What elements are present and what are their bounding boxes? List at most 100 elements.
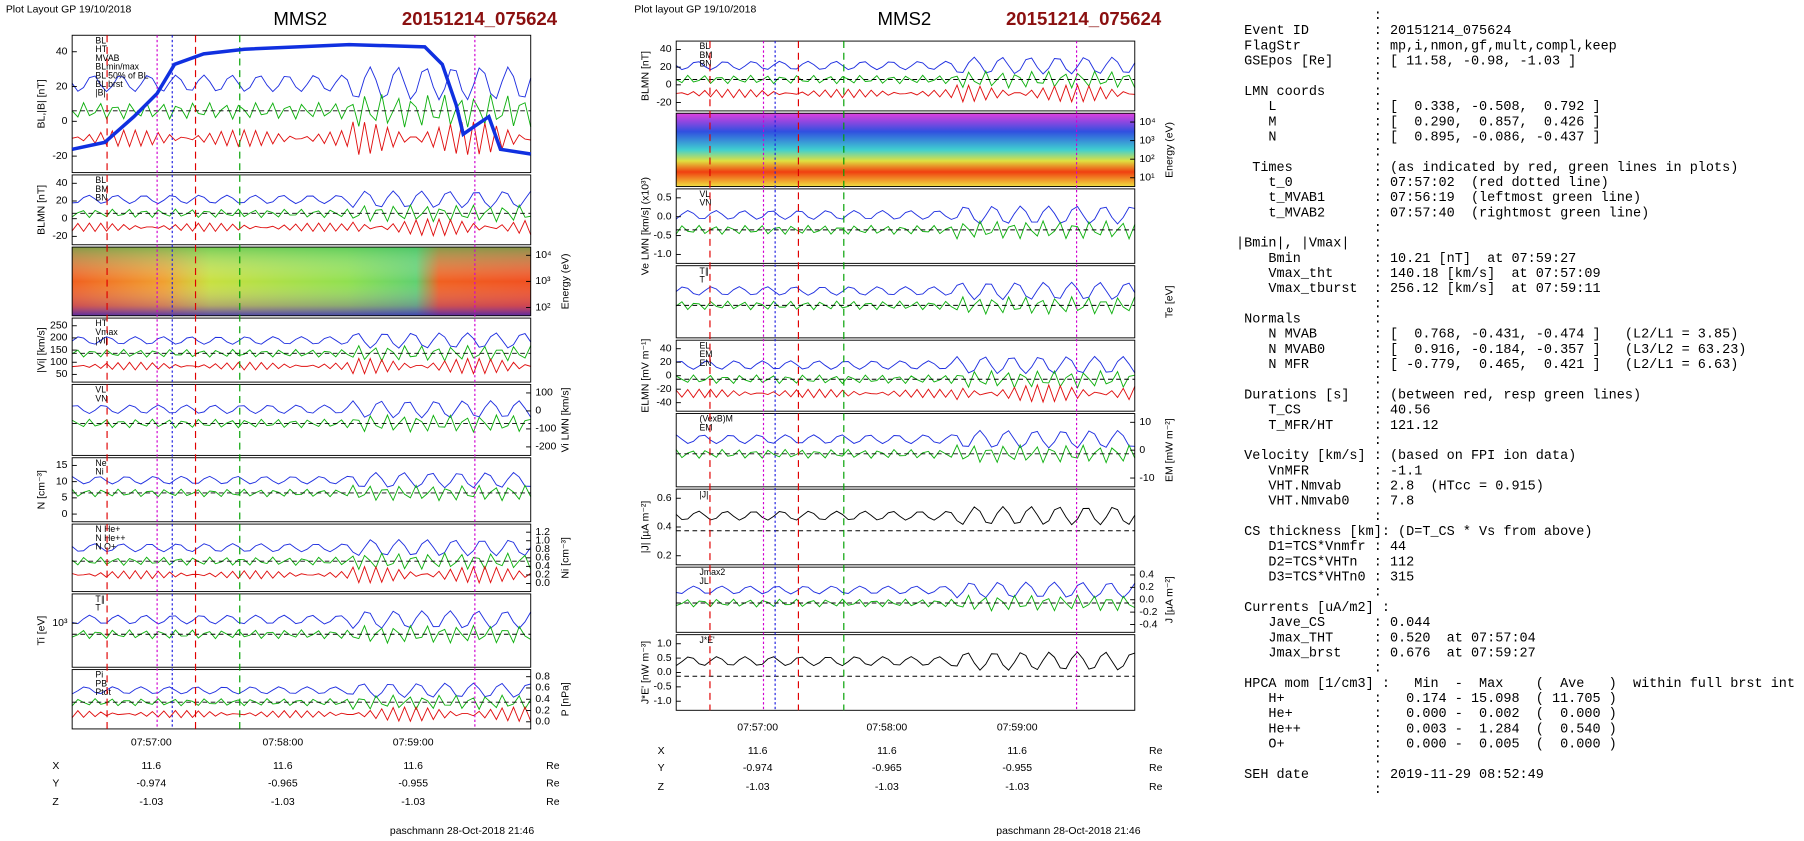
trace — [675, 443, 1136, 464]
y-tick-label: -200 — [535, 442, 556, 453]
legend-entry: N He+ — [95, 524, 120, 534]
y-tick-label: 50 — [56, 369, 68, 380]
y-axis-label: ELMN [mV m⁻¹] — [641, 339, 652, 413]
y-axis-label: BLMN [nT] — [641, 51, 652, 101]
y-tick-label: 10 — [56, 476, 68, 487]
info-line: : — [1236, 586, 1382, 601]
trace — [675, 651, 1135, 671]
trace — [72, 400, 532, 419]
trace — [71, 332, 532, 349]
ephemeris-cell: -1.03 — [875, 782, 899, 793]
legend-entry: BL brst — [95, 79, 123, 89]
legend-entry: MVAB — [95, 53, 119, 63]
y-tick-label: 10⁴ — [535, 250, 551, 261]
y-tick-label: 100 — [50, 357, 68, 368]
info-line: Jmax_brst : 0.676 at 07:59:27 — [1236, 646, 1536, 661]
info-line: N MVAB : [ 0.768, -0.431, -0.474 ] (L2/L… — [1236, 328, 1738, 343]
y-tick-label: 150 — [50, 345, 68, 356]
info-line: D3=TCS*VHTn0 : 315 — [1236, 571, 1414, 586]
y-axis-label: Vi LMN [km/s] — [560, 387, 571, 452]
info-line: Event ID : 20151214_075624 — [1236, 24, 1511, 39]
y-tick-label: 1.0 — [535, 536, 550, 547]
panel-frame — [71, 593, 532, 668]
y-axis-label: BLMN [nT] — [37, 185, 48, 235]
y-axis-label: P [nPa] — [560, 682, 571, 716]
y-tick-label: 10 — [1139, 417, 1151, 428]
info-line: O+ : 0.000 - 0.005 ( 0.000 ) — [1236, 738, 1617, 753]
legend-entry: BM — [95, 184, 108, 194]
panel-frame — [675, 634, 1136, 711]
ephemeris-cell: Y — [52, 778, 59, 789]
trace — [676, 581, 1136, 599]
trace — [675, 281, 1136, 301]
y-axis-label: J [µA m⁻²] — [1164, 576, 1175, 623]
y-tick-label: -20 — [52, 231, 67, 242]
legend-entry: BLmin/max — [95, 62, 139, 72]
y-tick-label: 10³ — [52, 618, 68, 629]
ephemeris-cell: -1.03 — [746, 782, 770, 793]
legend-entry: N He++ — [95, 533, 125, 543]
y-tick-label: 15 — [56, 460, 68, 471]
legend-entry: EN — [699, 358, 711, 368]
ephemeris-cell: Y — [658, 763, 665, 774]
trace — [675, 69, 1136, 90]
info-line: t_0 : 07:57:02 (red dotted line) — [1236, 176, 1609, 191]
y-tick-label: 0 — [62, 509, 68, 520]
ephemeris-cell: -0.974 — [136, 778, 166, 789]
right-plot: Plot layout GP 19/10/2018 MMS2 20151214_07… — [634, 4, 1175, 837]
y-tick-label: 0 — [62, 213, 68, 224]
info-line: |Bmin|, |Vmax| : — [1236, 237, 1382, 252]
y-tick-label: 0.2 — [657, 551, 672, 562]
legend-entry: (VexB)M — [699, 414, 732, 424]
y-tick-label: 0.8 — [535, 544, 550, 555]
info-line: CS thickness [km]: (D=T_CS * Vs from abo… — [1236, 525, 1592, 540]
y-axis-label: EM [mW m⁻²] — [1164, 418, 1175, 482]
ephemeris-cell: 11.6 — [1007, 746, 1027, 757]
info-line: t_MVAB2 : 07:57:40 (rightmost green line… — [1236, 206, 1649, 221]
y-tick-label: 10³ — [1139, 135, 1155, 146]
ephemeris-cell: -1.03 — [401, 797, 425, 808]
info-line: : — [1236, 222, 1382, 237]
info-line: GSEpos [Re] : [ 11.58, -0.98, -1.03 ] — [1236, 55, 1576, 70]
ephemeris-cell: -0.955 — [1002, 763, 1032, 774]
y-tick-label: 20 — [56, 196, 68, 207]
info-line: : — [1236, 662, 1382, 677]
info-line: Durations [s] : (between red, resp green… — [1236, 388, 1641, 403]
info-line: He+ : 0.000 - 0.002 ( 0.000 ) — [1236, 707, 1617, 722]
y-tick-label: 0.4 — [657, 522, 672, 533]
y-tick-label: 20 — [660, 357, 672, 368]
y-tick-label: -1.0 — [654, 696, 672, 707]
panel-frame — [71, 457, 532, 523]
trace — [71, 538, 532, 557]
trace — [72, 190, 532, 209]
y-tick-label: 40 — [56, 47, 68, 58]
trace — [71, 624, 531, 645]
y-tick-label: 10² — [1139, 154, 1155, 165]
legend-entry: BN — [95, 192, 107, 202]
y-tick-label: 0.6 — [535, 553, 550, 564]
y-tick-label: -0.2 — [1139, 607, 1157, 618]
legend-entry: N O+ — [95, 542, 116, 552]
info-line: N MVAB0 : [ 0.916, -0.184, -0.357 ] (L3/… — [1236, 343, 1746, 358]
panel-frame — [675, 413, 1136, 488]
trace — [71, 94, 532, 128]
info-line: T_CS : 40.56 — [1236, 404, 1430, 419]
y-tick-label: 40 — [660, 44, 672, 55]
info-line: Jmax_THT : 0.520 at 07:57:04 — [1236, 631, 1536, 646]
trace — [71, 471, 531, 489]
info-line: Vmax_tht : 140.18 [km/s] at 07:57:09 — [1236, 267, 1601, 282]
ephemeris-cell: X — [52, 761, 59, 772]
legend-entry: BL — [95, 175, 106, 185]
y-tick-label: 0.2 — [535, 705, 550, 716]
y-tick-label: 0 — [1139, 445, 1145, 456]
y-tick-label: 40 — [660, 343, 672, 354]
y-tick-label: 1.2 — [535, 527, 550, 538]
ephemeris-cell: 11.6 — [141, 761, 161, 772]
trace — [71, 217, 532, 238]
ephemeris-cell: 11.6 — [273, 761, 293, 772]
y-tick-label: 0 — [62, 116, 68, 127]
y-tick-label: 250 — [50, 321, 68, 332]
trace — [675, 205, 1135, 225]
info-line: : — [1236, 783, 1382, 798]
